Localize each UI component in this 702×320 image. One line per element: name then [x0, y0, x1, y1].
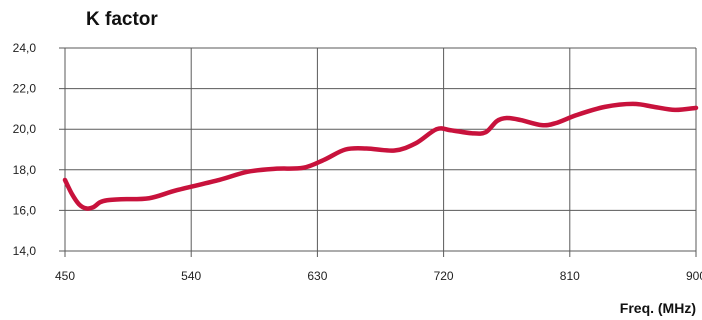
y-axis-ticks: 14,0 16,0 18,0 20,0 22,0 24,0 [13, 41, 37, 258]
x-tick-label: 900 [686, 269, 702, 283]
x-axis-label: Freq. (MHz) [620, 300, 696, 316]
x-axis-ticks: 450 540 630 720 810 900 [55, 269, 702, 283]
x-tick-label: 540 [181, 269, 201, 283]
x-tick-label: 810 [560, 269, 580, 283]
chart-title: K factor [86, 9, 158, 30]
y-tick-label: 22,0 [13, 82, 37, 96]
series-line-0 [62, 101, 699, 211]
x-tick-label: 720 [434, 269, 454, 283]
y-tick-label: 14,0 [13, 244, 37, 258]
x-tick-label: 630 [307, 269, 327, 283]
x-tick-label: 450 [55, 269, 75, 283]
plot-grid [59, 47, 697, 257]
y-tick-label: 24,0 [13, 41, 37, 55]
series-layer [62, 101, 699, 211]
y-tick-label: 18,0 [13, 163, 37, 177]
y-tick-label: 16,0 [13, 203, 37, 217]
y-tick-label: 20,0 [13, 122, 37, 136]
